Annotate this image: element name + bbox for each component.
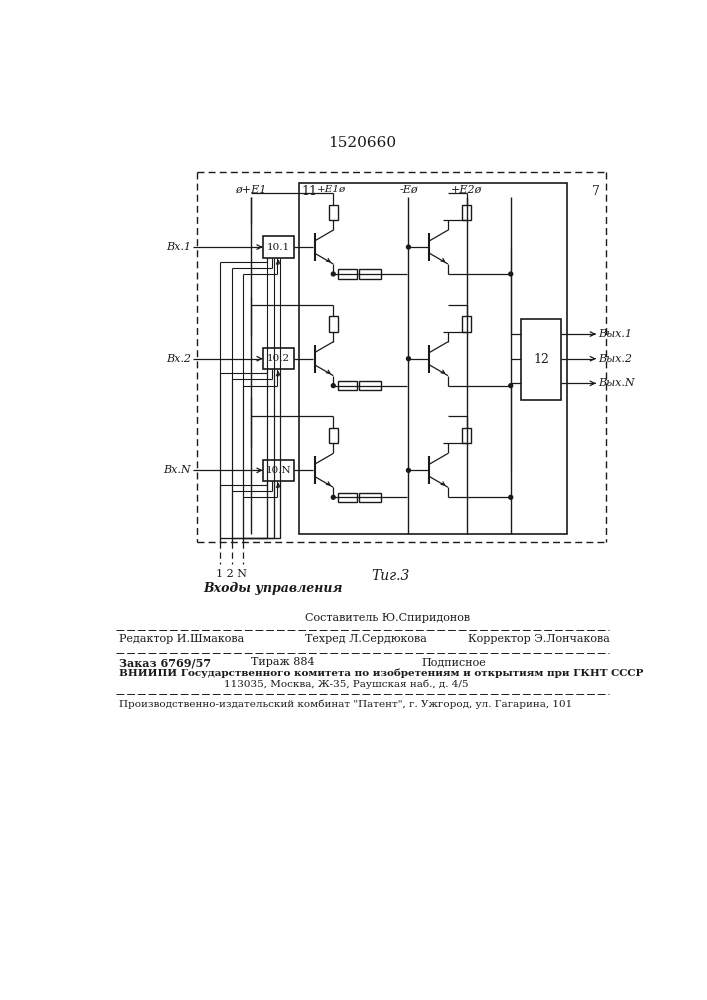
Text: Тираж 884: Тираж 884 [251,657,315,667]
Circle shape [407,357,410,361]
Bar [263,236,293,258]
Bar [462,205,472,220]
Circle shape [407,468,410,472]
Bar [338,269,356,279]
Text: +E1ø: +E1ø [317,185,346,194]
Bar [329,316,338,332]
Text: Производственно-издательский комбинат "Патент", г. Ужгород, ул. Гагарина, 101: Производственно-издательский комбинат "П… [119,699,573,709]
Bar [263,460,293,481]
Circle shape [332,495,335,499]
Bar [338,493,356,502]
Circle shape [509,495,513,499]
Text: Заказ 6769/57: Заказ 6769/57 [119,657,211,668]
Bar [462,428,472,443]
Text: Корректор Э.Лончакова: Корректор Э.Лончакова [468,634,610,644]
Bar [338,381,356,390]
Text: Редактор И.Шмакова: Редактор И.Шмакова [119,634,245,644]
Circle shape [509,384,513,388]
Text: 1 2 N: 1 2 N [216,569,247,579]
Circle shape [509,272,513,276]
Text: Вх.N: Вх.N [163,465,191,475]
Bar [329,205,338,220]
Text: Техред Л.Сердюкова: Техред Л.Сердюкова [305,634,427,644]
Text: Вых.1: Вых.1 [598,329,632,339]
Text: Составитель Ю.Спиридонов: Составитель Ю.Спиридонов [305,613,470,623]
Text: -Eø: -Eø [399,185,418,195]
Bar [359,493,381,502]
Text: Входы управления: Входы управления [203,582,343,595]
Text: Τиг.3: Τиг.3 [371,569,410,583]
Bar [299,183,567,534]
Text: 113035, Москва, Ж-35, Раушская наб., д. 4/5: 113035, Москва, Ж-35, Раушская наб., д. … [224,679,469,689]
Bar [359,381,381,390]
Circle shape [407,245,410,249]
Text: 1520660: 1520660 [328,136,396,150]
Text: ВНИИПИ Государственного комитета по изобретениям и открытиям при ГКНТ СССР: ВНИИПИ Государственного комитета по изоб… [119,668,644,678]
Text: 11: 11 [301,185,317,198]
Text: 10.N: 10.N [265,466,291,475]
Text: Вых.N: Вых.N [598,378,635,388]
Text: 7: 7 [592,185,600,198]
Text: ø+E1: ø+E1 [235,185,267,195]
Bar [329,428,338,443]
Circle shape [332,384,335,388]
Circle shape [332,272,335,276]
Text: 12: 12 [533,353,549,366]
Text: 10.2: 10.2 [267,354,290,363]
Bar [359,269,381,279]
Text: Вх.1: Вх.1 [165,242,191,252]
Bar [462,316,472,332]
Text: Вх.2: Вх.2 [165,354,191,364]
Bar [263,348,293,369]
Bar [521,319,561,400]
Text: +E2ø: +E2ø [451,185,482,195]
Text: Подписное: Подписное [421,657,486,667]
Text: 10.1: 10.1 [267,243,290,252]
Text: Вых.2: Вых.2 [598,354,632,364]
